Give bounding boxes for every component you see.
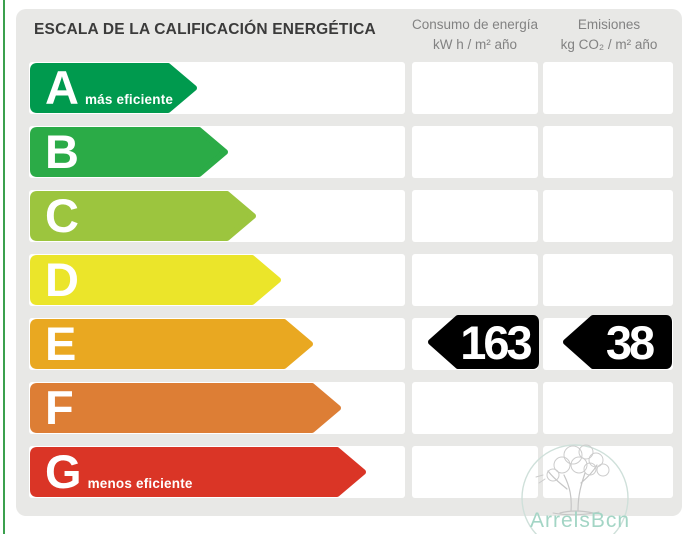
rating-letter: F: [45, 381, 74, 434]
emissions-value: 38: [605, 315, 655, 369]
emissions-header-line2: kg CO₂ / m² año: [560, 37, 658, 52]
rating-arrow: [30, 319, 313, 369]
rating-row-c: C: [28, 190, 676, 242]
rating-row-d: D: [28, 254, 676, 306]
rating-label: más eficiente: [84, 92, 174, 107]
rating-row-b: B: [28, 126, 676, 178]
rating-letter: G: [45, 445, 82, 498]
rating-arrow: [30, 191, 256, 241]
rating-arrow: [30, 447, 366, 497]
consumption-cell: [412, 190, 538, 242]
rating-arrow: [30, 383, 341, 433]
consumption-header-line1: Consumo de energía: [411, 17, 539, 32]
rating-row-g: G menos eficiente: [28, 446, 676, 498]
rating-arrow: [30, 255, 281, 305]
left-accent-rule: [3, 0, 5, 534]
emissions-cell: [543, 446, 673, 498]
consumption-header-line2: kW h / m² año: [432, 37, 518, 52]
consumption-value: 163: [460, 315, 532, 369]
consumption-cell: [412, 254, 538, 306]
rating-letter: E: [45, 317, 77, 370]
emissions-cell: [543, 254, 673, 306]
emissions-cell: [543, 190, 673, 242]
rating-arrow: [30, 63, 197, 113]
rating-row-e: E 163 38: [28, 315, 676, 370]
rating-arrow: [30, 127, 228, 177]
rating-letter: D: [45, 253, 79, 306]
black-left-arrow-icon: [428, 315, 539, 369]
rating-row-a: A más eficiente: [28, 62, 676, 114]
emissions-cell: [543, 126, 673, 178]
rating-letter: C: [45, 189, 79, 242]
rating-label: menos eficiente: [87, 476, 193, 491]
emissions-cell: [543, 62, 673, 114]
emissions-header-line1: Emisiones: [577, 17, 641, 32]
emissions-column-header: Emisiones kg CO₂ / m² año: [536, 15, 682, 55]
consumption-cell: [412, 382, 538, 434]
consumption-cell: [412, 446, 538, 498]
rating-letter: B: [45, 125, 79, 178]
black-left-arrow-icon: [563, 315, 672, 369]
consumption-column-header: Consumo de energía kW h / m² año: [400, 15, 550, 55]
emissions-value-arrow: 38: [561, 314, 673, 370]
emissions-cell: [543, 382, 673, 434]
rating-letter: A: [45, 61, 79, 114]
scale-title: ESCALA DE LA CALIFICACIÓN ENERGÉTICA: [34, 21, 376, 38]
consumption-cell: [412, 62, 538, 114]
rating-row-f: F: [28, 382, 676, 434]
consumption-cell: [412, 126, 538, 178]
consumption-value-arrow: 163: [426, 314, 540, 370]
